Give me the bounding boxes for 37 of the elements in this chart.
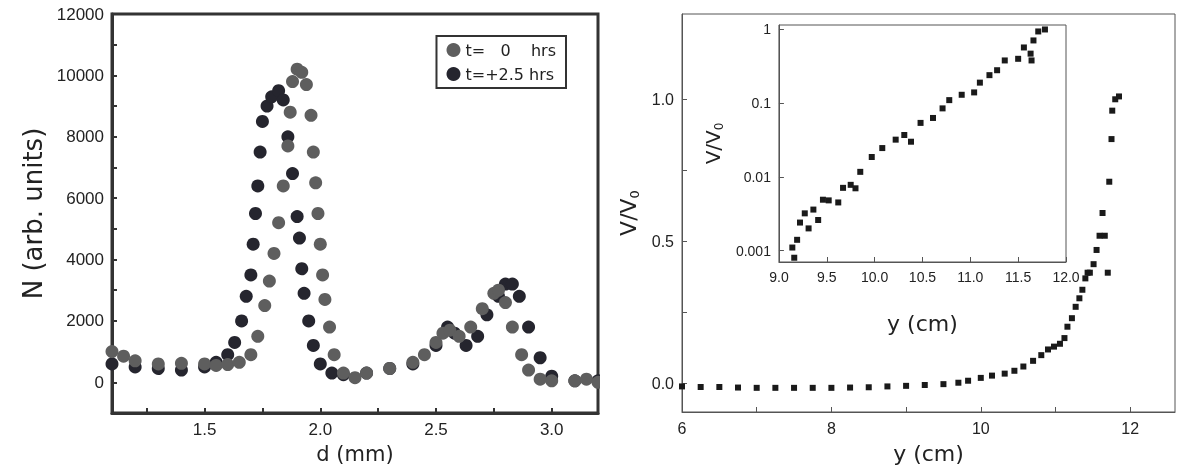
y-tick-label: 8000	[66, 127, 104, 147]
x-tick-label: 9.0	[769, 269, 789, 285]
y-tick-label: 12000	[56, 4, 104, 24]
y-tick-label: 1	[763, 21, 772, 38]
y-tick-label: 4000	[66, 250, 104, 270]
x-axis-title: y (cm)	[887, 310, 958, 336]
legend-label: t= 0 hrs	[465, 40, 556, 60]
y-axis-title: V/V0	[701, 122, 726, 165]
x-tick-label: 11.5	[1005, 269, 1032, 285]
x-tick-label: 11.0	[957, 269, 984, 285]
x-tick-label: 9.5	[817, 269, 837, 285]
y-axis-title: N (arb. units)	[17, 127, 48, 300]
y-tick-label: 6000	[66, 188, 104, 208]
y-tick-label: 0.001	[735, 242, 772, 259]
y-tick-label: 0.0	[651, 375, 675, 393]
y-axis-title: V/V0	[615, 190, 642, 236]
x-tick-label: 10.5	[908, 269, 937, 285]
x-tick-label: 6	[677, 419, 687, 437]
y-tick-label: 1.0	[651, 90, 675, 108]
y-tick-label: 2000	[66, 311, 104, 331]
x-axis-title: d (mm)	[316, 441, 394, 466]
legend-label: t=+2.5 hrs	[465, 64, 555, 84]
y-tick-label: 0	[94, 372, 104, 392]
y-tick-label: 0.5	[651, 232, 675, 250]
x-tick-label: 1.5	[192, 420, 217, 439]
x-tick-label: 10.0	[861, 269, 889, 285]
x-axis-title: y (cm)	[893, 440, 964, 466]
y-tick-label: 10000	[56, 65, 104, 85]
y-tick-label: 0.01	[743, 168, 772, 185]
y-tick-label: 0.1	[751, 95, 772, 112]
x-tick-label: 3.0	[539, 420, 564, 439]
x-tick-label: 12.0	[1052, 269, 1080, 285]
x-tick-label: 2.0	[308, 420, 333, 439]
x-tick-label: 12	[1121, 419, 1140, 437]
x-tick-label: 8	[826, 419, 836, 437]
x-tick-label: 2.5	[424, 420, 448, 439]
x-tick-label: 10	[971, 419, 990, 437]
